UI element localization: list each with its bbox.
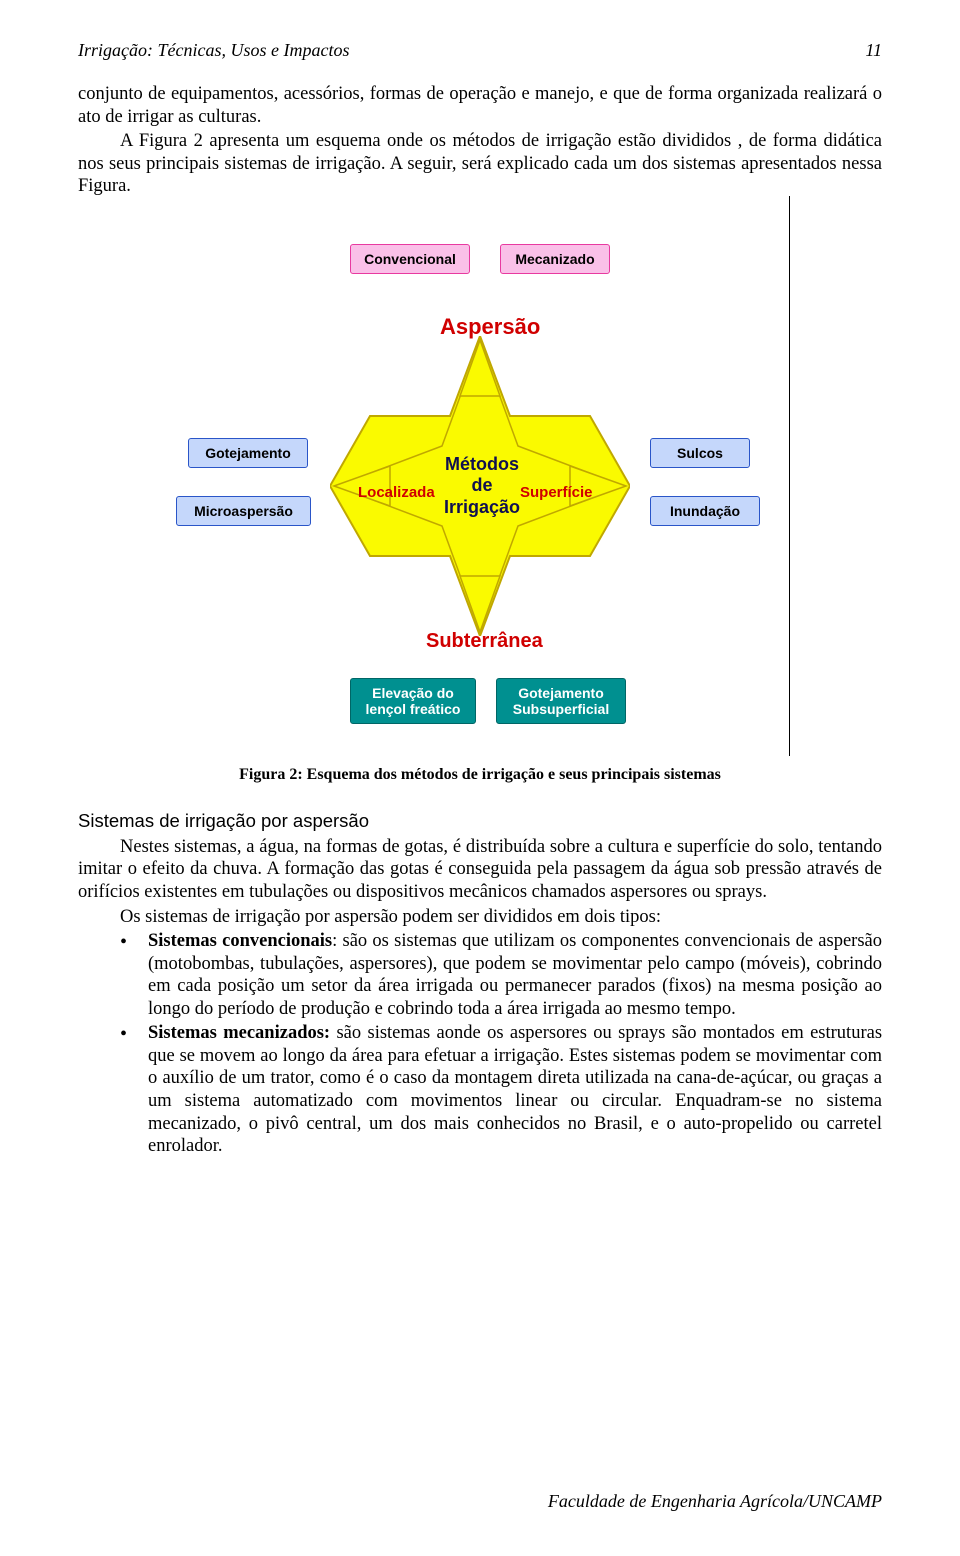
bullet1-lead: Sistemas convencionais: [148, 931, 332, 951]
node-microaspersao: Microaspersão: [176, 496, 311, 526]
paragraph-1: conjunto de equipamentos, acessórios, fo…: [78, 83, 882, 128]
bullet-mecanizados: Sistemas mecanizados: são sistemas aonde…: [148, 1022, 882, 1157]
paragraph-2: A Figura 2 apresenta um esquema onde os …: [78, 130, 882, 198]
node-convencional: Convencional: [350, 244, 470, 274]
branch-bottom: Subterrânea: [426, 630, 543, 653]
bullet-list: Sistemas convencionais: são os sistemas …: [78, 930, 882, 1158]
node-mecanizado: Mecanizado: [500, 244, 610, 274]
page-number: 11: [865, 40, 882, 61]
branch-top: Aspersão: [440, 314, 540, 340]
node-gotsub: Gotejamento Subsuperficial: [496, 678, 626, 724]
header-title: Irrigação: Técnicas, Usos e Impactos: [78, 40, 349, 61]
bullet2-lead: Sistemas mecanizados:: [148, 1023, 330, 1043]
paragraph-4: Os sistemas de irrigação por aspersão po…: [78, 906, 882, 929]
page-footer: Faculdade de Engenharia Agrícola/UNCAMP: [548, 1491, 882, 1512]
center-l3: Irrigação: [444, 497, 520, 517]
node-elevacao: Elevação do lençol freático: [350, 678, 476, 724]
center-l2: de: [471, 475, 492, 495]
node-gotsub-text: Gotejamento Subsuperficial: [513, 685, 609, 717]
page-header: Irrigação: Técnicas, Usos e Impactos 11: [78, 40, 882, 61]
figure-caption: Figura 2: Esquema dos métodos de irrigaç…: [78, 766, 882, 784]
node-inundacao: Inundação: [650, 496, 760, 526]
irrigation-diagram: Métodos de Irrigação Aspersão Localizada…: [170, 226, 790, 746]
branch-right: Superfície: [520, 484, 593, 501]
branch-left: Localizada: [358, 484, 435, 501]
node-sulcos: Sulcos: [650, 438, 750, 468]
center-l1: Métodos: [445, 454, 519, 474]
node-gotejamento: Gotejamento: [188, 438, 308, 468]
bullet-convencionais: Sistemas convencionais: são os sistemas …: [148, 930, 882, 1020]
center-label: Métodos de Irrigação: [432, 454, 532, 519]
paragraph-3: Nestes sistemas, a água, na formas de go…: [78, 836, 882, 904]
guide-line: [789, 196, 790, 756]
subheading-aspersao: Sistemas de irrigação por aspersão: [78, 810, 882, 832]
node-elevacao-text: Elevação do lençol freático: [366, 685, 461, 717]
